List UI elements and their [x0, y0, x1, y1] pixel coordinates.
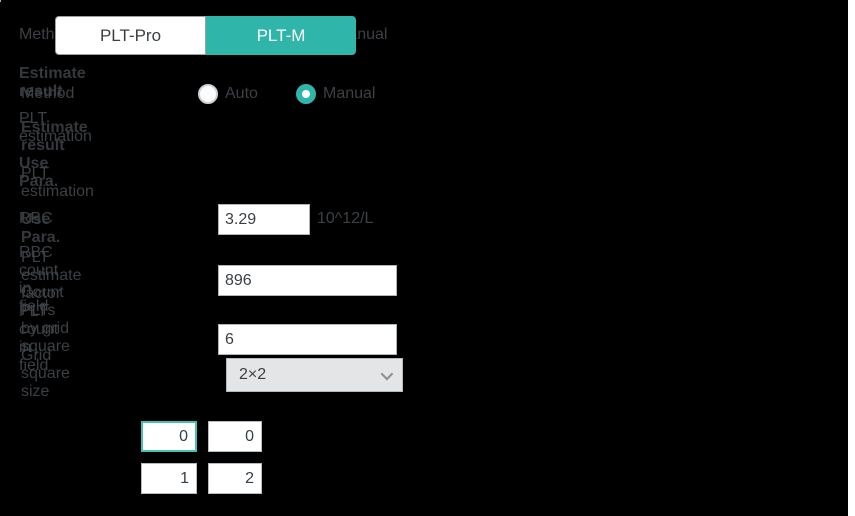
- rbc-input[interactable]: [218, 204, 310, 235]
- grid-cell-r1c0-input[interactable]: [141, 463, 197, 494]
- rbc-count-in-field-input[interactable]: [218, 265, 397, 296]
- radio-auto-label: Auto: [225, 85, 258, 102]
- grid-square-size-label: Grid square size: [21, 347, 70, 400]
- grid-square-size-select[interactable]: 2×2: [226, 358, 403, 392]
- radio-option-auto[interactable]: Auto: [198, 84, 258, 104]
- method-label: Method: [21, 85, 75, 102]
- chevron-down-icon: [380, 367, 394, 380]
- radio-unselected-icon[interactable]: [198, 84, 218, 104]
- plt-estimation-label: PLT estimation: [21, 165, 94, 200]
- radio-option-manual[interactable]: Manual: [296, 84, 375, 104]
- tab-plt-m[interactable]: PLT-M: [206, 16, 356, 55]
- radio-selected-icon[interactable]: [296, 84, 316, 104]
- right-margin: [848, 0, 855, 516]
- grid-square-size-value: 2×2: [239, 366, 267, 383]
- plt-pro-panel: Method Auto Manual Estimate result PLT e…: [0, 0, 397, 374]
- grid-cell-r0c1-input[interactable]: [208, 421, 262, 452]
- plt-estimation-label: PLT estimation: [19, 109, 92, 145]
- grid-cell-r1c1-input[interactable]: [208, 463, 262, 494]
- grid-cell-r0c0-input[interactable]: [141, 421, 197, 452]
- rbc-unit-label: 10^12/L: [317, 210, 374, 227]
- plt-count-in-field-input[interactable]: [218, 324, 397, 355]
- rbc-label: RBC: [19, 210, 53, 227]
- plt-estimate-factor-label: PLT estimate factor: [21, 249, 82, 302]
- tab-plt-pro[interactable]: PLT-Pro: [55, 16, 206, 55]
- count-plts-by-grid-square-label: Count PLTs by grid square: [21, 284, 70, 355]
- radio-manual-label: Manual: [323, 85, 376, 102]
